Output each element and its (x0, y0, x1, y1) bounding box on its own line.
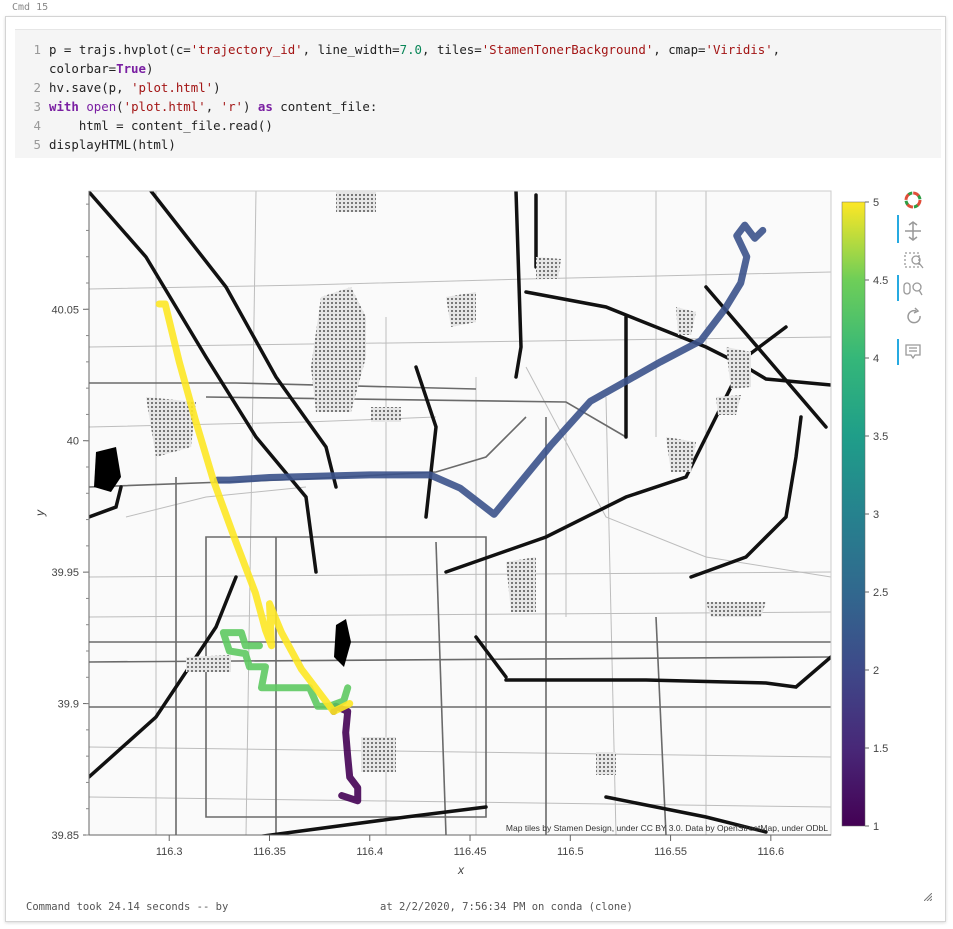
colorbar-tick-label: 3.5 (873, 431, 888, 443)
code-text: displayHTML(html) (49, 137, 176, 152)
y-tick-label: 39.95 (51, 567, 79, 579)
command-status: Command took 24.14 seconds -- by at 2/2/… (26, 901, 633, 913)
line-number: 1 (33, 42, 41, 57)
trajectory-line-5[interactable] (155, 300, 354, 715)
code-line: 5 displayHTML(html) (15, 135, 941, 154)
line-number: 2 (33, 80, 41, 95)
line-number: 5 (33, 137, 41, 152)
x-tick-label: 116.5 (557, 846, 584, 858)
colorbar-tick-label: 1.5 (873, 743, 888, 755)
y-axis: 39.85 39.9 39.95 40 40.05 (51, 191, 90, 842)
map-plot[interactable]: 116.3 116.35 116.4 116.45 116.5 116.55 116.6 3… (6, 17, 947, 923)
code-editor[interactable]: 1 p = trajs.hvplot(c='trajectory_id', li… (15, 29, 941, 158)
map-attribution: Map tiles by Stamen Design, under CC BY … (506, 823, 828, 833)
colorbar-tick-label: 1 (873, 821, 879, 833)
map-tiles (89, 191, 831, 835)
map-tile-background (89, 191, 831, 835)
x-tick-label: 116.4 (356, 846, 383, 858)
code-line: colorbar=True) (15, 59, 941, 78)
cell-command-label: Cmd 15 (12, 2, 49, 13)
x-tick-label: 116.3 (156, 846, 183, 858)
box-zoom-tool-icon[interactable] (904, 252, 924, 269)
y-tick-label: 39.85 (51, 830, 79, 842)
x-tick-label: 116.45 (454, 846, 487, 858)
line-number: 4 (33, 118, 41, 133)
colorbar-tick-label: 2.5 (873, 587, 888, 599)
code-text: colorbar=True) (49, 61, 154, 76)
code-text: p = trajs.hvplot(c='trajectory_id', line… (49, 42, 781, 57)
pan-tool-icon[interactable] (905, 221, 921, 241)
resize-handle-icon[interactable] (924, 893, 932, 901)
trajectory-layer (155, 221, 767, 805)
code-line: 2 hv.save(p, 'plot.html') (15, 78, 941, 97)
code-line: 4 html = content_file.read() (15, 116, 941, 135)
code-line: 1 p = trajs.hvplot(c='trajectory_id', li… (15, 40, 941, 59)
code-line: 3 with open('plot.html', 'r') as content… (15, 97, 941, 116)
colorbar-tick-label: 4.5 (873, 275, 888, 287)
wheel-zoom-tool-icon[interactable] (903, 282, 923, 296)
code-text: with open('plot.html', 'r') as content_f… (49, 99, 378, 114)
colorbar-ticks: 1 1.5 2 2.5 3 3.5 4 4.5 5 (865, 197, 888, 833)
y-tick-label: 40.05 (51, 304, 79, 316)
code-text: html = content_file.read() (49, 118, 273, 133)
y-axis-label: y (33, 509, 47, 517)
x-axis: 116.3 116.35 116.4 116.45 116.5 116.55 116.6 (89, 834, 831, 858)
x-tick-label: 116.55 (654, 846, 687, 858)
reset-tool-icon[interactable] (907, 307, 921, 324)
trajectory-line-2[interactable] (213, 221, 767, 518)
colorbar-tick-label: 5 (873, 197, 879, 209)
line-number: 3 (33, 99, 41, 114)
colorbar-tick-label: 3 (873, 509, 879, 521)
notebook-cell: ▶▾ ▥ ⌄ – ✕ 1 p = trajs.hvplot(c='traject… (5, 16, 946, 922)
colorbar-tick-label: 4 (873, 353, 879, 365)
colorbar-tick-label: 2 (873, 665, 879, 677)
bokeh-toolbar (897, 191, 924, 365)
hover-tool-icon[interactable] (905, 344, 921, 360)
code-text: hv.save(p, 'plot.html') (49, 80, 221, 95)
x-axis-label: x (457, 863, 465, 877)
x-tick-label: 116.35 (253, 846, 286, 858)
colorbar (841, 201, 866, 827)
y-tick-label: 39.9 (58, 699, 79, 711)
x-tick-label: 116.6 (757, 846, 784, 858)
bokeh-logo-icon[interactable] (904, 191, 922, 209)
y-tick-label: 40 (67, 436, 79, 448)
